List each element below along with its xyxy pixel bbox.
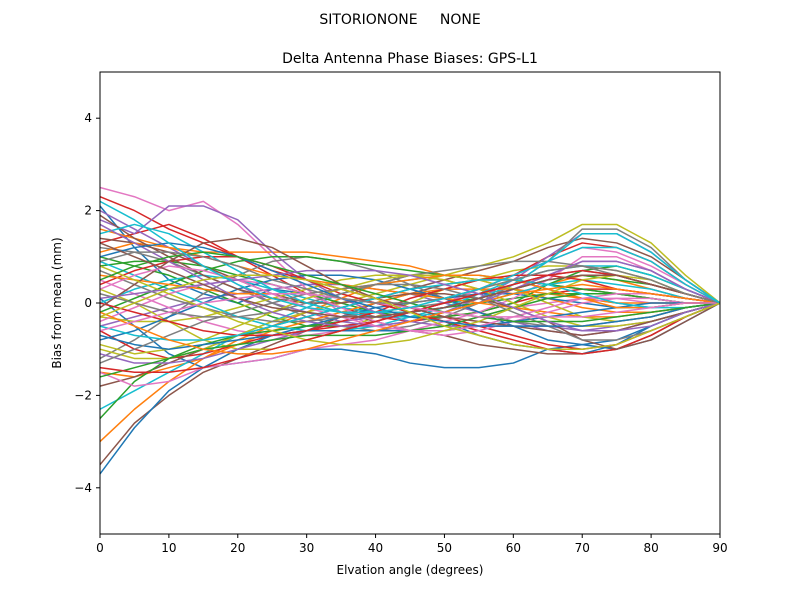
x-tick-label: 40 bbox=[368, 541, 383, 555]
series-line-11 bbox=[99, 297, 721, 369]
x-tick-label: 0 bbox=[96, 541, 104, 555]
series-line-58 bbox=[99, 251, 721, 304]
y-tick-label: 4 bbox=[84, 111, 92, 125]
x-tick-label: 60 bbox=[506, 541, 521, 555]
y-tick-label: 2 bbox=[84, 204, 92, 218]
series-line-50 bbox=[99, 279, 721, 341]
figure-suptitle: SITORIONONE NONE bbox=[319, 12, 480, 28]
y-tick-label: −4 bbox=[74, 481, 92, 495]
series-line-48 bbox=[99, 283, 721, 364]
series-line-60 bbox=[99, 200, 721, 313]
series-line-51 bbox=[99, 242, 721, 327]
x-tick-label: 90 bbox=[712, 541, 727, 555]
series-line-52 bbox=[99, 283, 721, 355]
series-line-36 bbox=[99, 214, 721, 350]
series-line-42 bbox=[99, 274, 720, 309]
series-layer bbox=[99, 186, 721, 475]
x-axis: 0 10 20 30 40 50 60 70 80 90 bbox=[96, 534, 728, 555]
x-tick-label: 30 bbox=[299, 541, 314, 555]
series-line-47 bbox=[99, 265, 721, 332]
x-tick-label: 20 bbox=[230, 541, 245, 555]
x-tick-label: 70 bbox=[575, 541, 590, 555]
y-tick-label: 0 bbox=[84, 296, 92, 310]
x-axis-label: Elvation angle (degrees) bbox=[337, 563, 484, 577]
x-tick-label: 10 bbox=[161, 541, 176, 555]
y-axis: −4 −2 0 2 4 bbox=[74, 111, 100, 495]
series-line-59 bbox=[99, 274, 721, 350]
x-tick-label: 50 bbox=[437, 541, 452, 555]
x-tick-label: 80 bbox=[643, 541, 658, 555]
y-axis-label: Bias from mean (mm) bbox=[50, 237, 64, 368]
chart-title: Delta Antenna Phase Biases: GPS-L1 bbox=[282, 51, 538, 67]
y-tick-label: −2 bbox=[74, 388, 92, 402]
